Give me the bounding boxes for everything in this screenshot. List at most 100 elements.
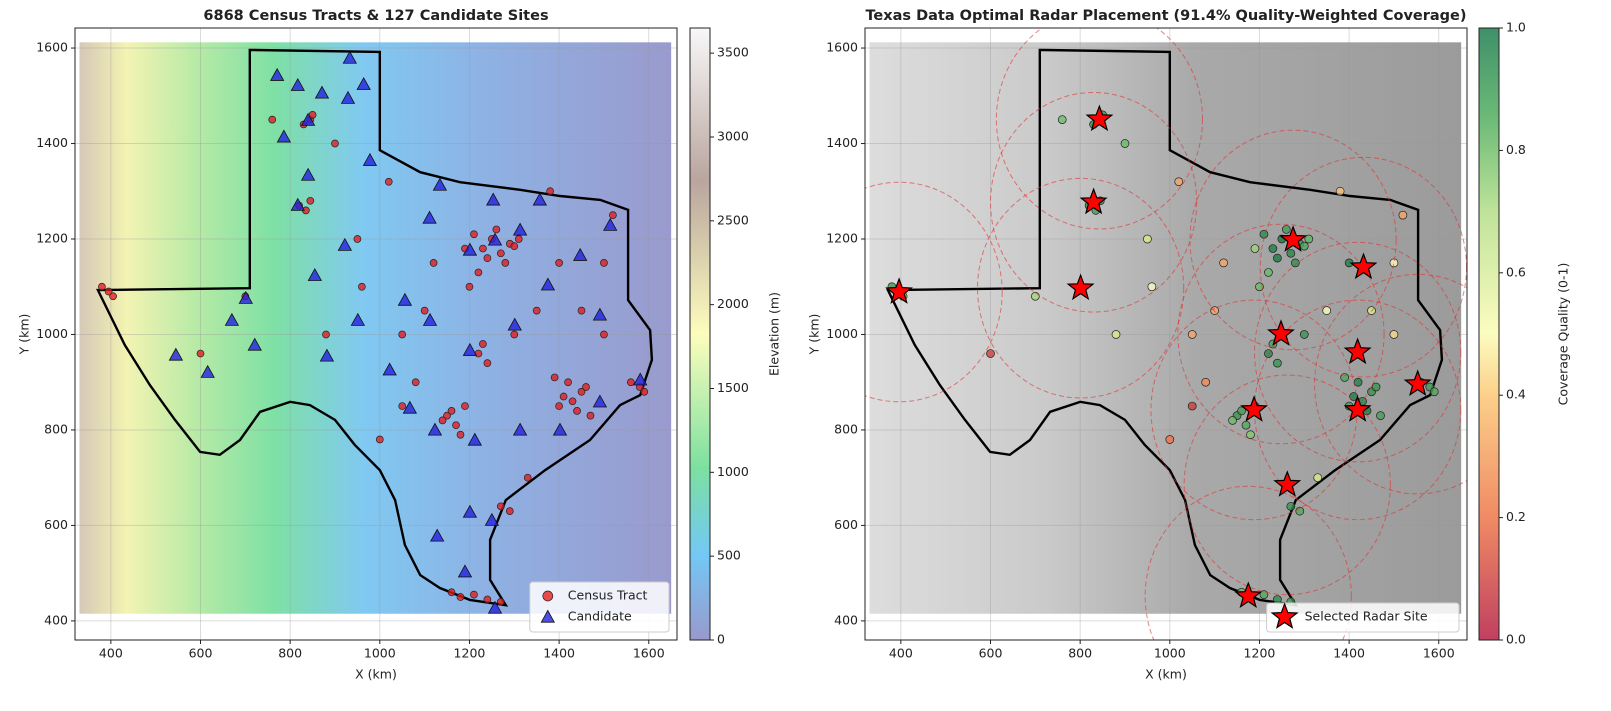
tract-point: [505, 507, 514, 515]
coverage-circle: [1254, 241, 1462, 463]
tract-point: [398, 402, 407, 410]
y-tick-label: 1600: [826, 40, 858, 55]
chart-title: Texas Data Optimal Radar Placement (91.4…: [865, 8, 1466, 24]
tract-point: [1187, 330, 1197, 339]
tract-point: [1237, 406, 1246, 416]
x-tick-label: 600: [189, 646, 213, 661]
x-tick-label: 1600: [633, 646, 665, 661]
radar-site: [1240, 395, 1269, 422]
candidate-site: [314, 85, 330, 99]
tract-point: [1290, 258, 1300, 268]
colorbar-tick-label: 500: [717, 548, 741, 563]
tract-point: [546, 187, 554, 196]
tract-point: [1246, 430, 1255, 440]
tract-point: [306, 196, 315, 205]
tract-point: [1219, 258, 1228, 268]
candidate-site: [603, 217, 618, 231]
tract-point: [1264, 268, 1273, 277]
terrain-background: [869, 42, 1462, 614]
candidate-site: [290, 77, 305, 91]
tract-point: [510, 330, 519, 339]
candidate-site: [397, 292, 413, 306]
y-tick-label: 1200: [826, 231, 858, 246]
x-tick-label: 1400: [543, 646, 575, 661]
coverage-circle: [1177, 223, 1385, 445]
tract-point: [479, 244, 487, 253]
chart-title: 6868 Census Tracts & 127 Candidate Sites: [203, 8, 548, 24]
candidate-site: [462, 504, 478, 518]
colorbar-tick-label: 2000: [717, 296, 749, 311]
tract-point: [600, 259, 608, 267]
tract-point: [626, 378, 635, 387]
axes-frame: [864, 27, 1468, 641]
colorbar: [1478, 27, 1500, 641]
tract-point: [600, 330, 608, 339]
tract-point: [1295, 506, 1305, 516]
tract-point: [496, 597, 505, 606]
colorbar-tick-label: 0.8: [1506, 142, 1526, 157]
candidate-site: [462, 242, 478, 256]
legend-label: Census Tract: [568, 588, 648, 603]
candidate-site: [238, 290, 253, 304]
y-axis-label: Y (km): [17, 314, 32, 356]
radar-site: [1273, 470, 1302, 497]
candidate-site: [487, 232, 503, 246]
colorbar: [689, 27, 711, 641]
tract-point: [1282, 225, 1291, 234]
candidate-site: [402, 400, 418, 414]
coverage-circle: [1144, 485, 1352, 640]
candidate-site: [512, 422, 528, 436]
tract-point: [496, 502, 505, 511]
candidate-site: [422, 210, 437, 224]
coverage-circle: [1189, 129, 1397, 351]
tract-point: [510, 242, 519, 251]
tract-point: [1389, 330, 1399, 339]
candidate-site: [467, 432, 483, 446]
texas-outline: [95, 48, 654, 607]
colorbar-label: Coverage Quality (0-1): [1556, 263, 1571, 406]
tract-point: [375, 435, 384, 444]
candidate-site: [319, 348, 335, 362]
tract-point: [555, 259, 563, 267]
coverage-circle: [995, 28, 1204, 230]
coverage-circle: [1183, 374, 1391, 596]
candidate-site: [633, 372, 648, 386]
candidate-site: [457, 564, 473, 578]
tract-point: [1313, 473, 1323, 483]
tract-point: [577, 306, 586, 315]
x-tick-label: 1600: [1423, 646, 1455, 661]
tract-point: [1273, 358, 1282, 368]
tract-point: [1165, 435, 1175, 444]
tract-point: [1429, 387, 1439, 397]
tract-point: [322, 330, 330, 339]
tract-point: [438, 416, 447, 425]
y-tick-label: 400: [834, 612, 858, 627]
y-tick-label: 1400: [826, 135, 858, 150]
tract-point: [1398, 210, 1408, 220]
tract-point: [1147, 282, 1157, 292]
legend-label: Selected Radar Site: [1305, 609, 1428, 624]
tract-point: [443, 411, 451, 420]
tract-point: [104, 287, 113, 296]
candidate-site: [430, 528, 445, 542]
plot-area: [75, 28, 677, 640]
tract-point: [1187, 401, 1197, 411]
tract-point: [501, 259, 510, 267]
y-tick-label: 1200: [36, 231, 68, 246]
texas-outline: [885, 48, 1444, 607]
tract-point: [1143, 234, 1152, 244]
tract-point: [1299, 241, 1309, 251]
candidate-site: [592, 307, 608, 321]
tract-point: [1030, 291, 1040, 301]
tract-point: [474, 268, 483, 277]
candidate-site: [200, 364, 215, 378]
tract-point: [358, 282, 366, 291]
x-tick-label: 1200: [1244, 646, 1276, 661]
tract-point: [559, 392, 568, 401]
y-tick-label: 800: [834, 421, 858, 436]
radar-site: [1279, 225, 1308, 252]
tract-point: [1120, 139, 1130, 148]
tract-point: [1286, 501, 1296, 511]
tract-point: [98, 282, 106, 291]
radar-site: [1266, 319, 1295, 346]
